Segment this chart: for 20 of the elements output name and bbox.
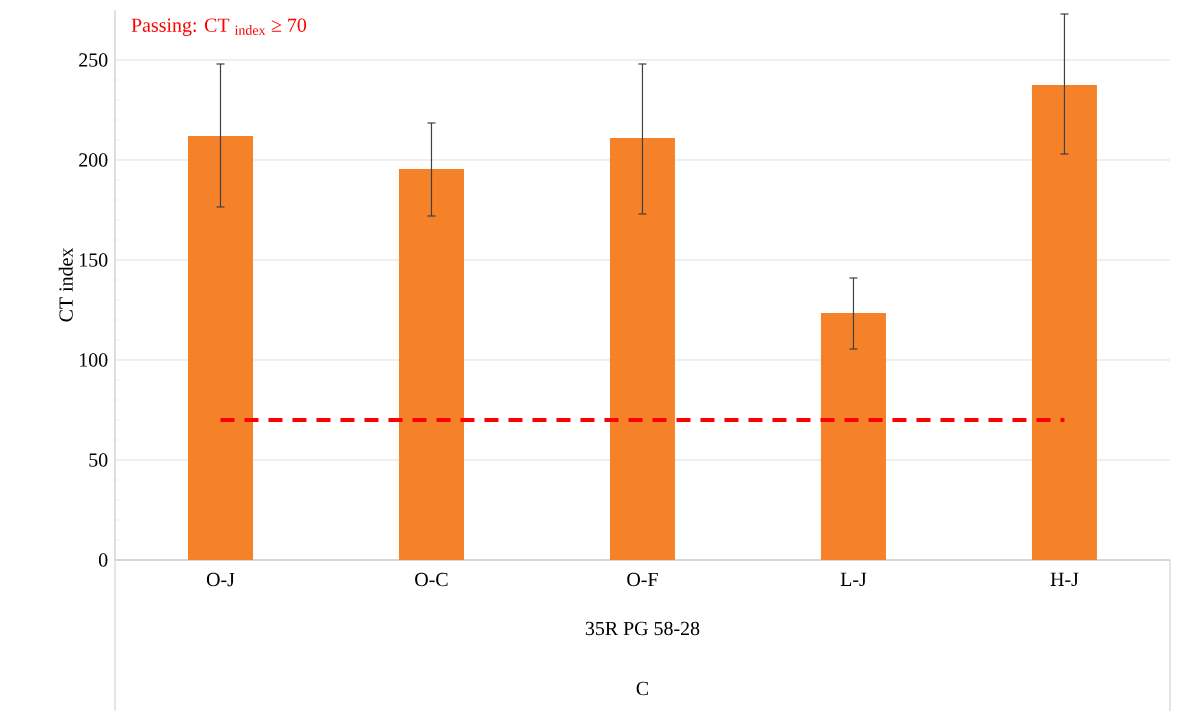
y-tick-label: 200 (79, 153, 108, 167)
bar (609, 138, 675, 561)
x-axis-title: 35R PG 58-28 (585, 621, 700, 636)
bar (187, 136, 253, 561)
y-tick-label: 150 (80, 253, 108, 267)
bar (820, 313, 886, 561)
y-tick-label: 250 (79, 53, 108, 67)
y-tick-label: 0 (98, 553, 108, 567)
x-tick-label: O-J (206, 573, 235, 587)
ref-line-label: Passing: CT $_{index}$ ≥ 70 (131, 18, 307, 37)
x-tick-label: O-C (415, 573, 448, 587)
y-tick-label: 50 (89, 453, 108, 467)
bar (1031, 85, 1097, 561)
text: C (636, 682, 649, 696)
y-axis-title: CT index (58, 248, 73, 322)
y-tick-label: 100 (80, 353, 108, 367)
bar (398, 169, 464, 561)
x-tick-label: H-J (1050, 573, 1079, 587)
x-tick-label: L-J (840, 573, 867, 587)
x-tick-label: O-F (627, 573, 658, 587)
